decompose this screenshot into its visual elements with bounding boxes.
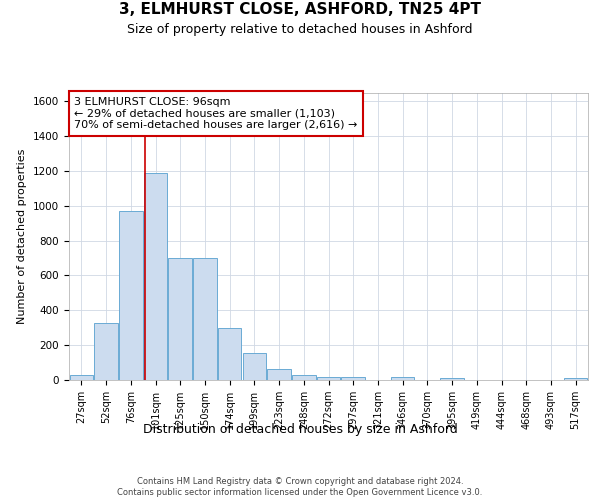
Text: Size of property relative to detached houses in Ashford: Size of property relative to detached ho… [127, 22, 473, 36]
Bar [70, 375, 93, 380]
Y-axis label: Number of detached properties: Number of detached properties [17, 148, 28, 324]
Text: Contains HM Land Registry data © Crown copyright and database right 2024.
Contai: Contains HM Land Registry data © Crown c… [118, 478, 482, 497]
Bar [119, 211, 143, 380]
Bar [317, 376, 340, 380]
Bar [268, 368, 291, 380]
Text: Distribution of detached houses by size in Ashford: Distribution of detached houses by size … [143, 422, 457, 436]
Bar [242, 353, 266, 380]
Bar [94, 324, 118, 380]
Bar [169, 258, 192, 380]
Bar [564, 378, 587, 380]
Text: 3 ELMHURST CLOSE: 96sqm
← 29% of detached houses are smaller (1,103)
70% of semi: 3 ELMHURST CLOSE: 96sqm ← 29% of detache… [74, 97, 358, 130]
Bar [341, 376, 365, 380]
Bar [440, 378, 464, 380]
Bar [193, 258, 217, 380]
Text: 3, ELMHURST CLOSE, ASHFORD, TN25 4PT: 3, ELMHURST CLOSE, ASHFORD, TN25 4PT [119, 2, 481, 18]
Bar [218, 328, 241, 380]
Bar [292, 375, 316, 380]
Bar [391, 378, 415, 380]
Bar [144, 172, 167, 380]
